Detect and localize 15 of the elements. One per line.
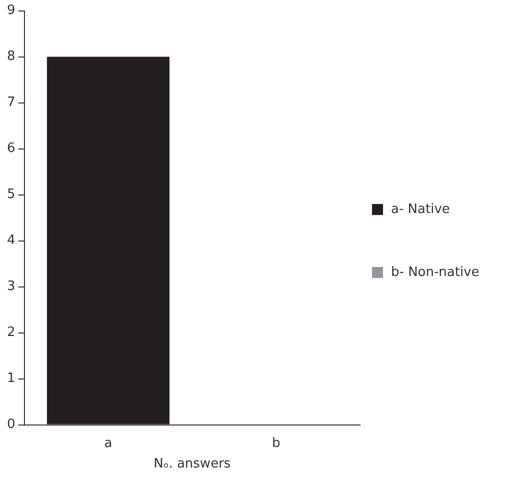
y-tick-label: 3: [6, 279, 16, 294]
legend-label: b- Non-native: [391, 265, 480, 280]
y-tick-label: 4: [6, 233, 16, 248]
x-tick-label: a: [104, 436, 112, 451]
y-tick-label: 5: [6, 187, 16, 202]
y-tick-label: 8: [6, 49, 16, 64]
y-tick-label: 6: [6, 141, 16, 156]
x-axis-title: Nₒ. answers: [154, 456, 231, 472]
legend-label: a- Native: [391, 202, 450, 217]
y-tick-label: 1: [6, 371, 16, 386]
y-tick-label: 7: [6, 95, 16, 110]
y-tick-label: 0: [6, 417, 16, 432]
x-tick-label: b: [272, 436, 280, 451]
y-tick-label: 9: [6, 3, 16, 18]
y-tick-label: 2: [6, 325, 16, 340]
